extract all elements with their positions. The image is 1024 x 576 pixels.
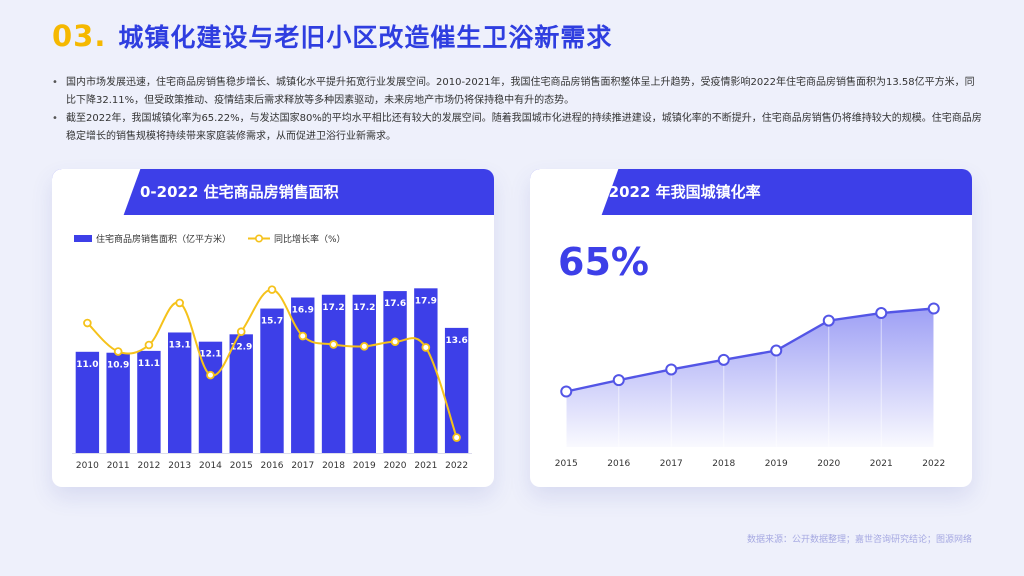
bar [352, 294, 376, 453]
bar [137, 350, 161, 453]
growth-rate-point [206, 370, 215, 380]
growth-rate-point [329, 340, 338, 349]
x-tick-label: 2012 [137, 461, 160, 471]
bullet-list: 国内市场发展迅速，住宅商品房销售稳步增长、城镇化水平提升拓宽行业发展空间。201… [52, 74, 982, 146]
bar [291, 297, 315, 453]
bar-value-label: 12.1 [199, 350, 221, 360]
legend-line-marker [255, 234, 264, 243]
growth-rate-point [113, 347, 123, 356]
bar-value-label: 15.7 [261, 317, 283, 327]
x-tick-label: 2021 [414, 461, 437, 471]
bar-value-label: 17.6 [384, 299, 406, 309]
bar [75, 351, 100, 453]
x-tick-label: 2022 [445, 461, 468, 471]
x-tick-label: 2010 [76, 461, 99, 471]
bar-value-label: 11.0 [76, 360, 98, 370]
chart-title: 5-2022 年我国城镇化率 [592, 183, 761, 201]
urbanization-point [822, 314, 835, 327]
urbanization-line [565, 307, 934, 393]
highlight-value: 65% [558, 240, 649, 284]
x-tick-label: 2014 [199, 461, 222, 471]
x-tick-label: 2020 [384, 461, 407, 471]
x-tick-label: 2018 [712, 459, 735, 469]
x-tick-label: 2018 [322, 461, 345, 471]
bar [321, 294, 346, 453]
x-tick-label: 2022 [922, 459, 945, 469]
page-header: 03. 城镇化建设与老旧小区改造催生卫浴新需求 [52, 14, 612, 58]
x-tick-label: 2019 [765, 459, 788, 469]
growth-rate-point [298, 331, 308, 341]
growth-rate-point [267, 285, 277, 294]
growth-rate-point [421, 343, 431, 352]
x-tick-label: 2015 [230, 461, 253, 471]
urbanization-point [717, 353, 730, 366]
bar-value-label: 13.6 [446, 336, 468, 346]
bar [168, 332, 192, 453]
growth-rate-point [144, 340, 154, 350]
urbanization-point [770, 344, 783, 357]
x-tick-label: 2013 [168, 461, 191, 471]
bar-value-label: 17.9 [415, 296, 437, 306]
x-tick-label: 2015 [555, 459, 578, 469]
bar [383, 291, 407, 453]
bar-value-label: 17.2 [353, 303, 375, 313]
bar [260, 308, 284, 453]
x-tick-label: 2017 [291, 461, 314, 471]
card-header: 0-2022 住宅商品房销售面积 [52, 169, 494, 225]
growth-rate-point [360, 342, 369, 351]
bullet-item: 国内市场发展迅速，住宅商品房销售稳步增长、城镇化水平提升拓宽行业发展空间。201… [52, 74, 982, 110]
bar-value-label: 11.1 [138, 359, 160, 369]
growth-rate-point [452, 433, 461, 442]
x-tick-label: 2016 [607, 459, 630, 469]
urbanization-point [927, 302, 940, 315]
chart-title: 0-2022 住宅商品房销售面积 [140, 183, 339, 201]
bar-value-label: 17.2 [322, 303, 344, 313]
growth-rate-point [236, 327, 246, 337]
urbanization-point [665, 363, 678, 376]
urbanization-point [560, 385, 573, 398]
urbanization-card: 5-2022 年我国城镇化率 65% 2015 2016 2017 2018 2019 20… [530, 169, 972, 487]
growth-rate-point [390, 337, 400, 347]
urbanization-chart: 65% 2015 2016 2017 2018 2019 2020 2021 2022 [555, 240, 945, 469]
legend-bar-swatch [74, 235, 92, 242]
bar-value-label: 12.9 [230, 342, 252, 352]
bar-value-label: 13.1 [169, 340, 191, 350]
x-tick-label: 2016 [261, 461, 284, 471]
source-note: 数据来源：公开数据整理；嘉世咨询研究结论；图源网络 [746, 535, 972, 545]
x-tick-label: 2017 [660, 459, 683, 469]
sales-area-card: 0-2022 住宅商品房销售面积 住宅商品房销售面积（亿平方米） 同比增长率（%）… [52, 169, 494, 487]
growth-rate-point [175, 298, 184, 308]
bar [106, 352, 130, 453]
page-title: 城镇化建设与老旧小区改造催生卫浴新需求 [118, 23, 613, 52]
section-number: 03. [52, 19, 107, 53]
x-tick-label: 2020 [817, 459, 840, 469]
urbanization-point [875, 307, 888, 320]
bullet-item: 截至2022年，我国城镇化率为65.22%，与发达国家80%的平均水平相比还有较… [52, 110, 982, 146]
x-tick-label: 2019 [353, 461, 376, 471]
bar-value-label: 10.9 [107, 361, 129, 371]
card-header: 5-2022 年我国城镇化率 [530, 169, 972, 225]
growth-rate-point [83, 318, 92, 328]
legend-line-label: 同比增长率（%） [274, 233, 346, 245]
bar-value-label: 16.9 [292, 306, 314, 316]
legend-bar-label: 住宅商品房销售面积（亿平方米） [96, 233, 231, 245]
urbanization-point [612, 374, 625, 387]
bar [414, 288, 438, 453]
sales-area-chart: 住宅商品房销售面积（亿平方米） 同比增长率（%） 11.0 2010 10.9 2011 1… [72, 233, 472, 471]
bar [229, 334, 253, 453]
x-tick-label: 2011 [107, 461, 130, 471]
x-tick-label: 2021 [870, 459, 893, 469]
area-fill [566, 308, 934, 447]
